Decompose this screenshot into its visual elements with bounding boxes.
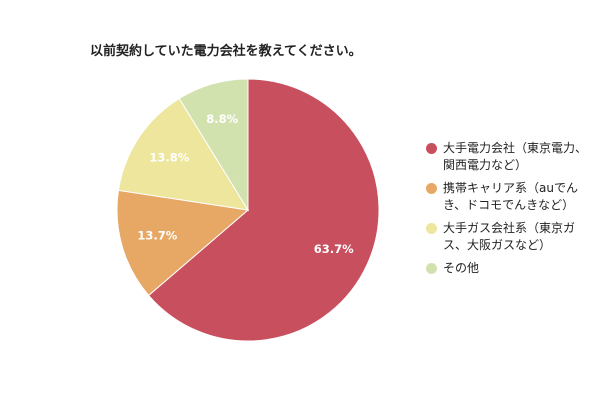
legend-item-1: 携帯キャリア系（auでんき、ドコモでんきなど）: [426, 180, 598, 214]
legend-label-0: 大手電力会社（東京電力、関西電力など）: [443, 141, 588, 172]
pie-slice-2: [117, 97, 249, 211]
legend-item-3: その他: [426, 260, 598, 277]
legend-swatch-3: [426, 263, 437, 274]
legend-swatch-0: [426, 143, 437, 154]
legend-swatch-2: [426, 223, 437, 234]
legend-item-0: 大手電力会社（東京電力、関西電力など）: [426, 140, 598, 174]
slice-label-3: 8.8%: [206, 112, 238, 126]
legend-label-3: その他: [443, 261, 480, 275]
pie-slice-1: [116, 189, 250, 297]
legend-label-2: 大手ガス会社系（東京ガス、大阪ガスなど）: [443, 221, 576, 252]
legend-swatch-1: [426, 183, 437, 194]
legend-item-2: 大手ガス会社系（東京ガス、大阪ガスなど）: [426, 220, 598, 254]
pie-slice-0: [147, 78, 380, 342]
legend-label-1: 携帯キャリア系（auでんき、ドコモでんきなど）: [443, 181, 578, 212]
slice-label-0: 63.7%: [314, 242, 354, 256]
legend: 大手電力会社（東京電力、関西電力など） 携帯キャリア系（auでんき、ドコモでんきな…: [426, 140, 598, 283]
slice-label-2: 13.8%: [149, 150, 189, 164]
chart-title: 以前契約していた電力会社を教えてください。: [90, 44, 362, 59]
pie-slice-3: [178, 78, 249, 212]
slice-label-1: 13.7%: [137, 229, 177, 243]
